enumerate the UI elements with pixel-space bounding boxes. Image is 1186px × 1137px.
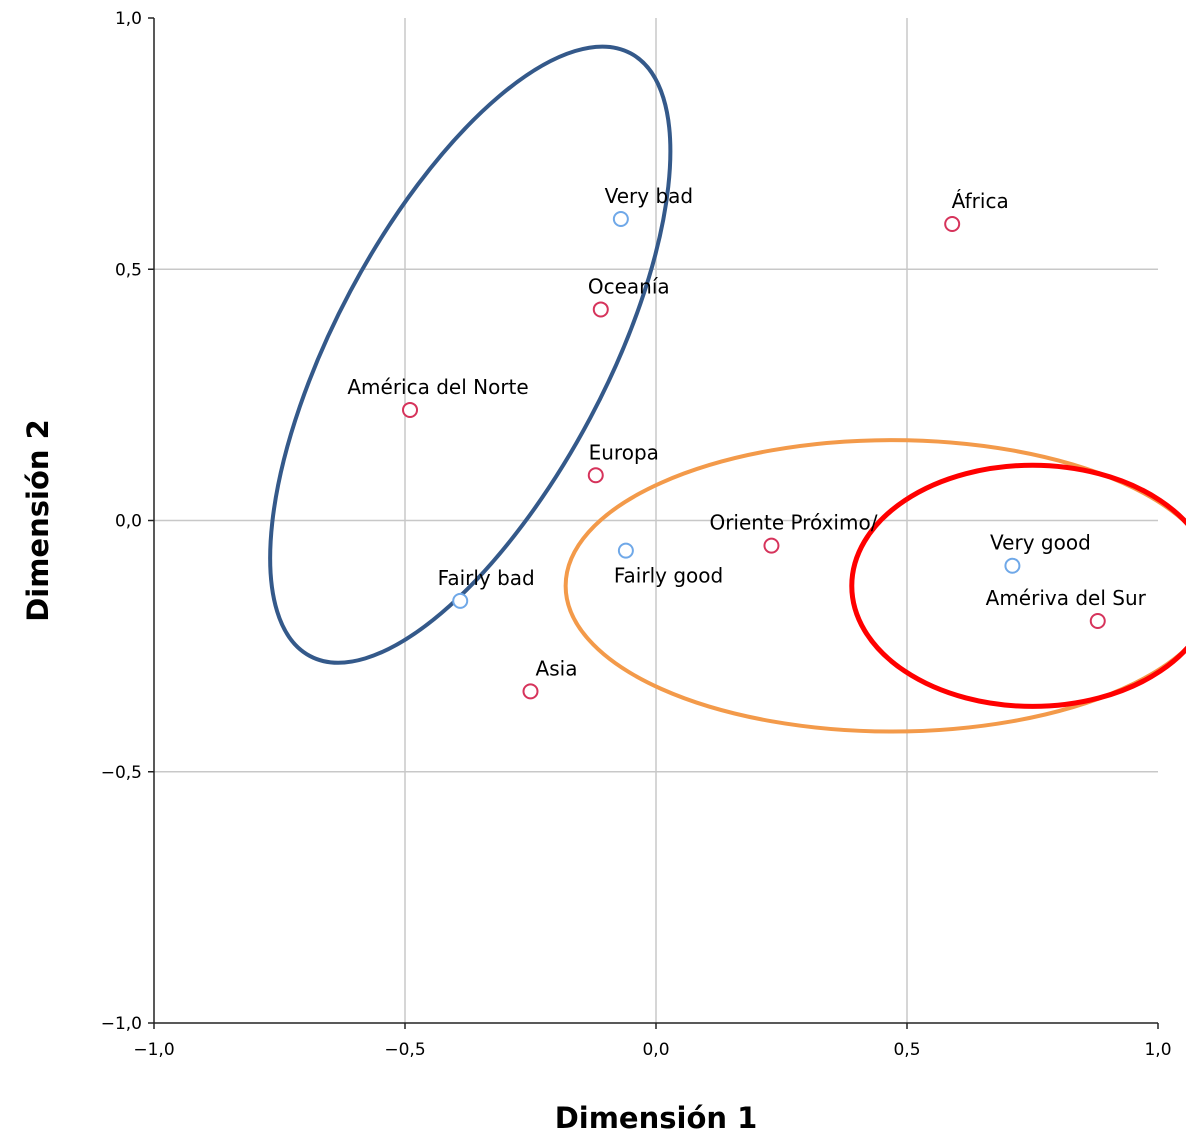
data-point bbox=[1004, 557, 1021, 574]
y-tick-label: 0,5 bbox=[115, 260, 142, 280]
data-points bbox=[402, 211, 1106, 700]
data-point bbox=[402, 401, 419, 418]
point-label: Fairly bad bbox=[438, 566, 535, 590]
data-point bbox=[1089, 613, 1106, 629]
annotation-ellipse bbox=[849, 462, 1186, 709]
point-label: Very bad bbox=[605, 184, 694, 208]
data-point bbox=[617, 542, 634, 559]
data-point bbox=[612, 211, 629, 227]
data-point bbox=[587, 467, 604, 484]
data-point bbox=[944, 216, 961, 233]
point-label: Asia bbox=[536, 656, 578, 680]
x-tick-label: 0,5 bbox=[893, 1040, 920, 1060]
annotation-ellipse bbox=[268, 44, 673, 665]
point-label: América del Norte bbox=[347, 375, 528, 399]
data-point bbox=[452, 592, 469, 609]
data-point bbox=[522, 683, 539, 700]
y-axis-title: Dimensión 2 bbox=[21, 419, 55, 622]
y-axis-ticks: −1,0 −0,5 0,0 0,5 1,0 bbox=[101, 9, 154, 1034]
point-label: Amériva del Sur bbox=[986, 586, 1147, 610]
point-label: Fairly good bbox=[614, 564, 723, 588]
y-tick-label: 1,0 bbox=[115, 9, 142, 29]
point-label: Very good bbox=[990, 531, 1091, 555]
data-point bbox=[763, 537, 780, 554]
point-label: África bbox=[952, 189, 1009, 213]
point-label: Europa bbox=[589, 440, 659, 464]
y-tick-label: 0,0 bbox=[115, 512, 142, 532]
point-label: Oriente Próximo/ bbox=[709, 511, 877, 535]
y-tick-label: −0,5 bbox=[101, 763, 142, 783]
x-tick-label: −1,0 bbox=[133, 1040, 174, 1060]
grid-lines bbox=[154, 18, 1158, 1023]
x-tick-label: 0,0 bbox=[642, 1040, 669, 1060]
point-label: Oceanía bbox=[588, 274, 670, 298]
point-labels: Very bad Fairly bad Fairly good Very good Áf… bbox=[347, 184, 1146, 680]
y-tick-label: −1,0 bbox=[101, 1014, 142, 1034]
annotation-ellipses bbox=[268, 44, 1186, 734]
annotation-ellipse bbox=[563, 438, 1186, 734]
x-axis-ticks: −1,0 −0,5 0,0 0,5 1,0 bbox=[133, 1023, 1172, 1060]
x-axis-title: Dimensión 1 bbox=[555, 1101, 758, 1135]
x-tick-label: −0,5 bbox=[384, 1040, 425, 1060]
x-tick-label: 1,0 bbox=[1144, 1040, 1171, 1060]
data-point bbox=[592, 301, 609, 318]
